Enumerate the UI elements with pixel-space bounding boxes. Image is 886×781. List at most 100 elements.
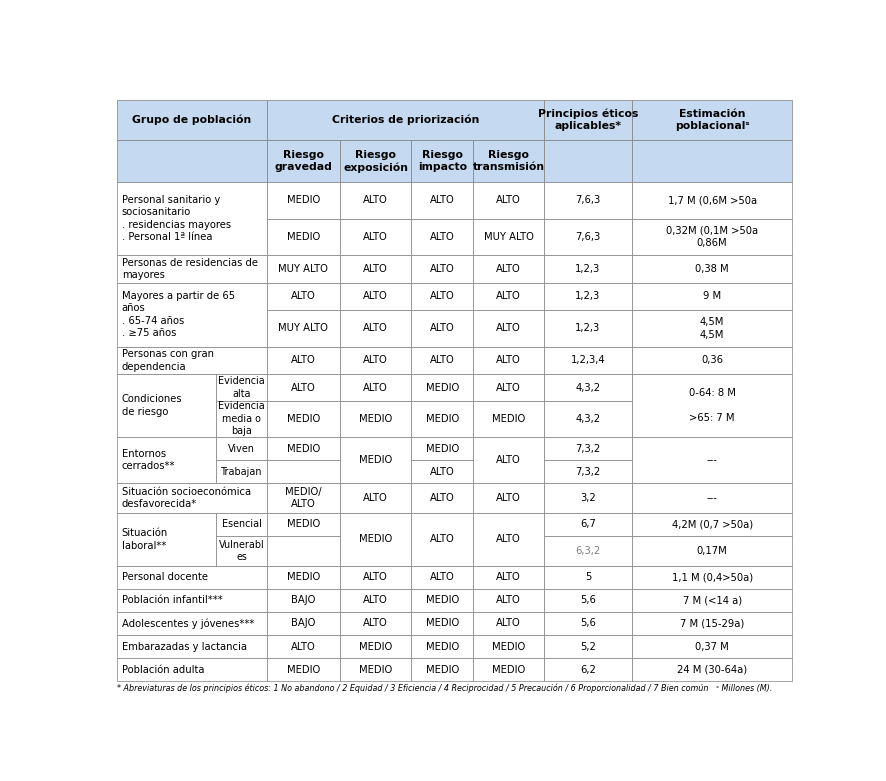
Bar (216, 437, 267, 460)
Bar (267, 483, 339, 513)
Bar (632, 100, 791, 140)
Text: MEDIO: MEDIO (425, 414, 459, 424)
Text: ALTO: ALTO (495, 195, 520, 205)
Bar (117, 255, 267, 283)
Text: Riesgo
exposición: Riesgo exposición (343, 150, 408, 173)
Text: MEDIO/
ALTO: MEDIO/ ALTO (284, 487, 322, 509)
Bar (632, 513, 791, 536)
Bar (267, 310, 339, 347)
Bar (117, 347, 267, 374)
Text: BAJO: BAJO (291, 595, 315, 605)
Text: ---: --- (706, 493, 717, 503)
Bar (473, 635, 543, 658)
Text: ALTO: ALTO (430, 323, 455, 333)
Text: Mayores a partir de 65
años
. 65-74 años
. ≥75 años: Mayores a partir de 65 años . 65-74 años… (121, 291, 235, 338)
Bar (473, 513, 543, 565)
Bar (473, 437, 543, 483)
Text: 1,2,3,4: 1,2,3,4 (570, 355, 604, 366)
Text: Grupo de población: Grupo de población (132, 115, 252, 125)
Bar (543, 182, 632, 219)
Text: ALTO: ALTO (363, 595, 387, 605)
Text: ALTO: ALTO (363, 572, 387, 583)
Text: Personal sanitario y
sociosanitario
. residencias mayores
. Personal 1ª línea: Personal sanitario y sociosanitario . re… (121, 195, 230, 242)
Bar (411, 565, 473, 589)
Bar (117, 182, 267, 255)
Bar (117, 658, 267, 681)
Bar (339, 310, 411, 347)
Bar (117, 483, 267, 513)
Text: Criterios de priorización: Criterios de priorización (331, 115, 478, 125)
Bar (632, 182, 791, 219)
Bar (632, 483, 791, 513)
Text: ALTO: ALTO (363, 291, 387, 301)
Bar (267, 565, 339, 589)
Bar (543, 565, 632, 589)
Text: 0,37 M: 0,37 M (695, 641, 728, 651)
Text: MEDIO: MEDIO (492, 414, 525, 424)
Bar (267, 460, 339, 483)
Bar (473, 283, 543, 310)
Bar (339, 437, 411, 483)
Text: Viven: Viven (228, 444, 255, 454)
Bar (473, 255, 543, 283)
Bar (632, 347, 791, 374)
Text: Entornos
cerrados**: Entornos cerrados** (121, 449, 175, 471)
Text: MEDIO: MEDIO (492, 641, 525, 651)
Bar (411, 310, 473, 347)
Bar (543, 658, 632, 681)
Text: ALTO: ALTO (495, 455, 520, 465)
Text: 6,2: 6,2 (579, 665, 595, 675)
Bar (632, 437, 791, 483)
Text: 3,2: 3,2 (579, 493, 595, 503)
Bar (339, 374, 411, 401)
Bar (543, 219, 632, 255)
Bar (411, 140, 473, 182)
Text: Principios éticos
aplicables*: Principios éticos aplicables* (537, 109, 637, 131)
Text: Situación socioeconómica
desfavorecida*: Situación socioeconómica desfavorecida* (121, 487, 251, 509)
Bar (267, 513, 339, 536)
Bar (411, 437, 473, 460)
Bar (543, 536, 632, 565)
Text: MEDIO: MEDIO (286, 665, 320, 675)
Bar (216, 536, 267, 565)
Bar (411, 374, 473, 401)
Bar (473, 140, 543, 182)
Bar (117, 565, 267, 589)
Text: 0-64: 8 M

>65: 7 M: 0-64: 8 M >65: 7 M (688, 388, 734, 423)
Bar (473, 182, 543, 219)
Text: ALTO: ALTO (430, 264, 455, 273)
Text: Personas de residencias de
mayores: Personas de residencias de mayores (121, 258, 258, 280)
Bar (632, 635, 791, 658)
Text: 0,38 M: 0,38 M (695, 264, 728, 273)
Text: 1,2,3: 1,2,3 (575, 264, 600, 273)
Bar (339, 283, 411, 310)
Text: ALTO: ALTO (495, 595, 520, 605)
Text: Riesgo
transmisión: Riesgo transmisión (472, 150, 544, 173)
Text: ALTO: ALTO (363, 323, 387, 333)
Text: 0,17M: 0,17M (696, 546, 727, 556)
Bar (267, 100, 543, 140)
Bar (632, 310, 791, 347)
Text: MEDIO: MEDIO (359, 534, 392, 544)
Text: ALTO: ALTO (495, 493, 520, 503)
Bar (411, 255, 473, 283)
Text: Personas con gran
dependencia: Personas con gran dependencia (121, 349, 214, 372)
Bar (632, 283, 791, 310)
Bar (543, 612, 632, 635)
Text: 1,1 M (0,4>50a): 1,1 M (0,4>50a) (671, 572, 752, 583)
Bar (267, 658, 339, 681)
Bar (543, 635, 632, 658)
Text: MUY ALTO: MUY ALTO (278, 264, 328, 273)
Bar (411, 401, 473, 437)
Bar (267, 255, 339, 283)
Text: 5: 5 (584, 572, 590, 583)
Text: MEDIO: MEDIO (425, 595, 459, 605)
Bar (473, 374, 543, 401)
Text: 6,3,2: 6,3,2 (575, 546, 600, 556)
Bar (267, 374, 339, 401)
Bar (216, 401, 267, 437)
Text: Personal docente: Personal docente (121, 572, 207, 583)
Text: ALTO: ALTO (430, 534, 455, 544)
Bar (117, 374, 216, 437)
Bar (473, 219, 543, 255)
